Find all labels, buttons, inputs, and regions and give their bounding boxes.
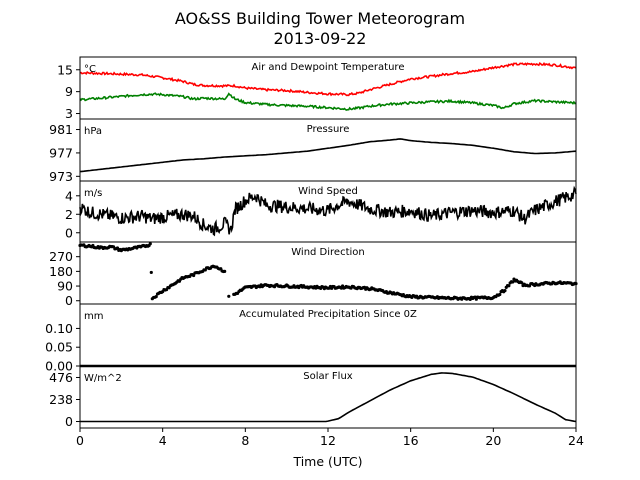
x-tick-label: 0 — [76, 433, 84, 448]
y-tick-label: 2 — [65, 207, 73, 222]
series-line-1 — [79, 185, 577, 237]
wind-direction-point — [511, 280, 515, 284]
panel-unit: hPa — [84, 126, 102, 137]
y-tick-label: 0 — [65, 414, 73, 429]
series-line-1 — [79, 138, 577, 173]
wind-direction-point — [154, 295, 158, 299]
y-tick-label: 270 — [49, 249, 73, 264]
panel-title: Wind Speed — [298, 186, 358, 197]
panel-2: 973 977 981 Pressure hPa — [49, 118, 577, 184]
x-tick-label: 4 — [159, 433, 167, 448]
panel-title: Pressure — [307, 124, 350, 135]
wind-direction-point — [192, 273, 196, 278]
wind-direction-point — [520, 281, 524, 285]
y-tick-label: 973 — [49, 169, 73, 184]
panels-group: 3 9 15 Air and Dewpoint Temperature °C 973 977… — [45, 56, 578, 429]
wind-direction-point — [149, 270, 153, 275]
y-tick-label: 15 — [57, 62, 73, 77]
y-tick-label: 0.00 — [45, 359, 73, 374]
y-tick-label: 180 — [49, 264, 73, 279]
wind-direction-point — [115, 246, 120, 250]
y-tick-label: 476 — [49, 370, 73, 385]
x-tick-label: 20 — [485, 433, 501, 448]
figure-subtitle: 2013-09-22 — [274, 29, 367, 48]
y-tick-label: 9 — [65, 84, 73, 99]
x-tick-label: 12 — [320, 433, 336, 448]
y-tick-label: 0 — [65, 293, 73, 308]
y-tick-label: 0.05 — [45, 340, 73, 355]
panel-title: Solar Flux — [303, 371, 353, 382]
series-line-1 — [80, 372, 577, 423]
y-tick-label: 90 — [57, 279, 73, 294]
wind-direction-point — [148, 242, 152, 246]
panel-1: 3 9 15 Air and Dewpoint Temperature °C — [57, 56, 577, 121]
x-tick-label: 24 — [568, 433, 584, 448]
y-tick-label: 0 — [65, 225, 73, 240]
x-tick-label: 16 — [403, 433, 419, 448]
panel-5: 0.00 0.05 0.10 Accumulated Precipitation Si… — [45, 303, 577, 374]
y-tick-label: 3 — [65, 106, 73, 121]
series-line-2 — [79, 92, 577, 111]
panel-3: 0 2 4 Wind Speed m/s — [65, 180, 577, 243]
panel-unit: W/m^2 — [84, 373, 122, 384]
wind-direction-point — [227, 294, 231, 298]
panel-6: 0 238 476 Solar Flux W/m^2 — [49, 365, 577, 429]
panel-unit: mm — [84, 311, 103, 322]
series-line-1 — [79, 61, 577, 97]
y-tick-label: 0.10 — [45, 321, 73, 336]
figure-title: AO&SS Building Tower Meteorogram — [175, 9, 465, 28]
x-axis-label: Time (UTC) — [292, 454, 362, 469]
panel-title: Accumulated Precipitation Since 0Z — [239, 309, 417, 320]
panel-unit: °C — [84, 64, 96, 75]
wind-direction-point — [498, 292, 502, 297]
panel-title: Air and Dewpoint Temperature — [252, 62, 405, 73]
wind-direction-point — [223, 269, 227, 273]
x-axis: 0 4 8 12 16 20 24 — [76, 428, 584, 448]
y-tick-label: 4 — [65, 188, 73, 203]
panel-unit: m/s — [84, 188, 102, 199]
y-tick-label: 238 — [49, 392, 73, 407]
wind-direction-point — [507, 284, 511, 288]
y-tick-label: 977 — [49, 145, 73, 160]
wind-direction-point — [503, 289, 507, 293]
y-tick-label: 981 — [49, 122, 73, 137]
x-tick-label: 8 — [241, 433, 249, 448]
panel-title: Wind Direction — [291, 247, 365, 258]
